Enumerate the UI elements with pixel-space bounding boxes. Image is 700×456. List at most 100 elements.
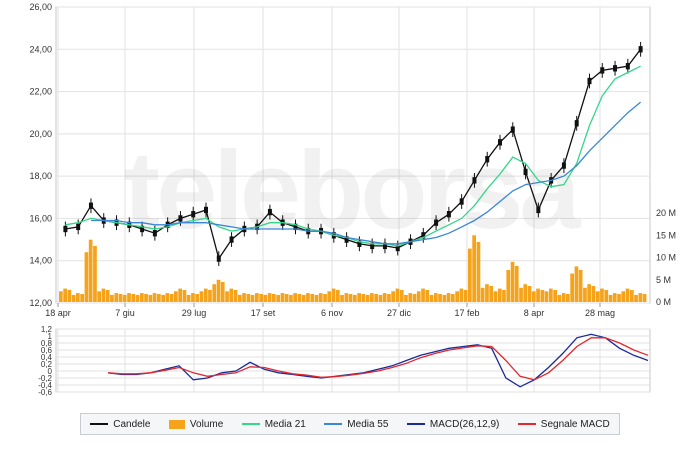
legend-label: Volume [189,418,224,430]
volume-tick-label: 20 M [656,208,676,218]
volume-bar [357,293,361,302]
volume-bar [455,291,459,302]
legend-label: Segnale MACD [540,418,610,430]
price-tick-label: 14,00 [29,256,52,266]
volume-bar [105,290,110,302]
volume-bar [63,288,67,302]
volume-bar [314,294,319,302]
volume-bar [212,284,217,302]
volume-bar [442,294,447,302]
signal-line [107,337,649,381]
volume-bar [148,294,153,302]
volume-bar [514,266,519,302]
candle-line [65,48,642,261]
volume-bar [523,284,528,302]
volume-bar [485,284,489,302]
volume-bar [365,294,370,302]
volume-bar [199,291,204,302]
media21-line [65,65,641,247]
legend-item: Volume [168,418,224,430]
legend-item: Segnale MACD [517,418,610,430]
volume-bar [131,294,136,302]
volume-bar [502,290,506,302]
candle-body [63,225,68,233]
media55-line [91,101,642,245]
volume-bar [93,245,97,302]
volume-bar [144,294,148,302]
macd-tick-label: 0,6 [41,346,53,355]
volume-bar [600,288,604,302]
macd-tick-label: 0,8 [41,339,53,348]
price-tick-label: 26,00 [29,2,52,12]
volume-bar [553,290,557,302]
volume-bar [412,294,417,302]
x-tick-label: 7 giu [115,308,135,318]
volume-bar [612,293,617,302]
volume-bar [255,293,259,302]
volume-bar [169,294,174,302]
volume-bar [630,290,634,302]
volume-bar [216,279,221,303]
macd-tick-label: 0 [48,367,53,376]
volume-bar [493,291,498,302]
volume-bar [540,290,545,302]
volume-bar [135,294,140,302]
volume-bar [387,294,391,302]
x-tick-label: 27 dic [387,308,412,318]
volume-bar [114,293,119,302]
volume-bar [408,293,413,302]
volume-bar [578,270,583,302]
volume-bar [97,291,101,302]
volume-bar [122,294,127,302]
volume-bar [272,294,276,302]
volume-bar [306,293,310,302]
volume-bar [318,293,323,302]
price-tick-label: 20,00 [29,129,52,139]
x-tick-label: 17 feb [454,308,479,318]
volume-bar [468,248,472,302]
macd-line [107,333,649,388]
chart-legend: Candele Volume Media 21 Media 55 MACD(26,12,… [80,413,620,435]
volume-bar [289,294,293,302]
volume-bar [416,291,421,302]
volume-bar [301,294,306,302]
volume-bar [152,293,157,302]
macd-tick-label: -0,2 [38,374,52,383]
volume-bar [59,291,63,302]
volume-bar [208,290,212,302]
macd-tick-label: 1,2 [41,325,53,334]
volume-tick-label: 15 M [656,230,676,240]
macd-tick-label: -0,6 [38,388,52,397]
watermark-logo: teleborsa [123,129,581,252]
volume-bar [549,288,553,302]
volume-bar [638,293,643,302]
volume-bar [276,294,280,302]
price-tick-label: 16,00 [29,213,52,223]
volume-bar [574,266,579,302]
volume-bar [587,284,591,302]
volume-bar [361,294,366,302]
volume-tick-label: 10 M [656,253,676,263]
volume-bar [480,287,485,302]
volume-bar [186,294,191,302]
x-tick-label: 29 lug [182,308,207,318]
volume-bar [225,291,229,302]
volume-bar [608,294,613,302]
volume-bar [101,288,106,302]
volume-bar [634,294,638,302]
volume-bar [595,291,600,302]
volume-bar [259,294,263,302]
macd-layer [107,333,649,388]
volume-bar [438,294,442,302]
x-tick-label: 8 apr [524,308,545,318]
volume-box-icon [168,419,185,429]
volume-bar [344,293,349,302]
volume-bar [67,290,72,302]
volume-bar [544,291,549,302]
volume-bar [557,294,562,302]
axis-layer: 12,00 14,00 16,00 18,00 20,00 22,00 24,00 26,00… [29,2,676,397]
volume-bar [353,294,357,302]
legend-label: Media 55 [347,418,389,430]
volume-bar [527,286,532,302]
